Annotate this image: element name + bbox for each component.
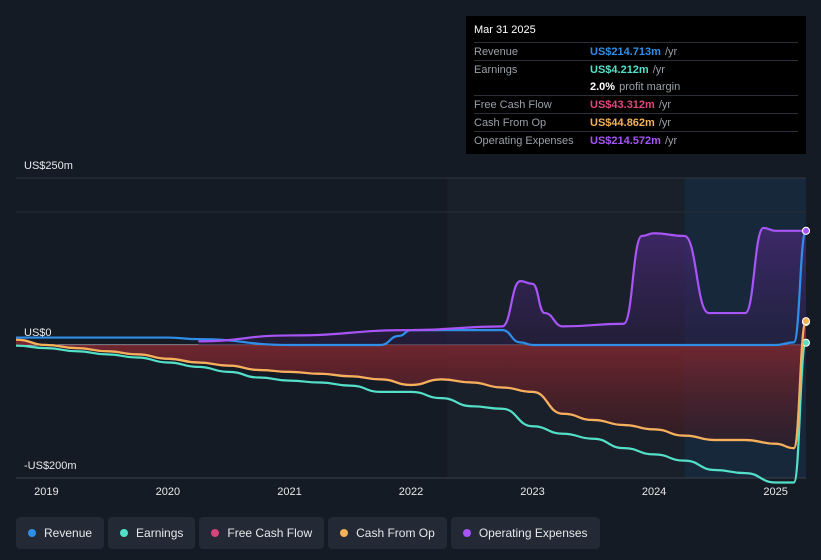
legend-label: Free Cash Flow — [227, 526, 313, 540]
y-axis-zero-label: US$0 — [24, 327, 52, 339]
legend-item-earnings[interactable]: Earnings — [108, 517, 196, 549]
x-tick-label: 2024 — [642, 486, 666, 498]
x-tick-label: 2022 — [399, 486, 423, 498]
legend-dot-icon — [211, 529, 220, 537]
tooltip-row-free-cash-flow: Free Cash Flow US$43.312m /yr — [474, 95, 798, 113]
tooltip-unit: /yr — [664, 45, 678, 58]
tooltip-label: Earnings — [474, 63, 518, 76]
legend-label: Revenue — [44, 526, 93, 540]
x-tick-label: 2019 — [34, 486, 58, 498]
legend-item-operating-expenses[interactable]: Operating Expenses — [450, 517, 600, 549]
x-tick-label: 2020 — [156, 486, 180, 498]
legend-label: Earnings — [136, 526, 184, 540]
chart: 2019 2020 2021 2022 2023 2024 2025 — [15, 177, 810, 498]
tooltip-row-earnings: Earnings US$4.212m /yr — [474, 60, 798, 78]
legend-item-free-cash-flow[interactable]: Free Cash Flow — [199, 517, 325, 549]
tooltip-value: US$43.312m — [590, 98, 655, 111]
tooltip-label: Cash From Op — [474, 116, 547, 129]
tooltip-row-profit-margin: 2.0% profit margin — [474, 78, 798, 95]
tooltip-unit: profit margin — [619, 80, 681, 93]
earnings-line — [15, 341, 808, 484]
tooltip-value: 2.0% — [590, 80, 616, 93]
tooltip-date: Mar 31 2025 — [474, 24, 536, 36]
legend-dot-icon — [28, 529, 36, 537]
operating-expenses-area — [198, 227, 807, 345]
tooltip-value: US$214.713m — [590, 45, 661, 58]
tooltip-unit: /yr — [652, 63, 665, 76]
cash-flow-area — [16, 321, 806, 449]
tooltip-value: US$214.572m — [590, 134, 661, 147]
legend-label: Operating Expenses — [478, 526, 588, 540]
tooltip-value: US$44.862m — [590, 116, 655, 129]
cash-from-op-line — [15, 320, 808, 450]
legend: Revenue Earnings Free Cash Flow Cash Fro… — [16, 517, 600, 550]
y-axis-bottom-label: -US$200m — [24, 460, 77, 472]
legend-item-cash-from-op[interactable]: Cash From Op — [328, 517, 447, 549]
x-tick-label: 2023 — [520, 486, 544, 498]
tooltip-unit: /yr — [658, 98, 672, 111]
legend-dot-icon — [120, 529, 129, 537]
tooltip-row-cash-from-op: Cash From Op US$44.862m /yr — [474, 113, 798, 131]
tooltip-label: Free Cash Flow — [474, 98, 552, 111]
operating-expenses-end-point — [802, 226, 810, 235]
cash-from-op-end-point — [802, 317, 810, 326]
tooltip-row-operating-expenses: Operating Expenses US$214.572m /yr — [474, 131, 798, 149]
tooltip-label: Revenue — [474, 45, 519, 58]
legend-item-revenue[interactable]: Revenue — [16, 517, 105, 549]
legend-label: Cash From Op — [356, 526, 435, 540]
tooltip-label: Operating Expenses — [474, 134, 574, 147]
tooltip-value: US$4.212m — [590, 63, 649, 76]
x-tick-label: 2021 — [277, 486, 301, 498]
tooltip: Mar 31 2025 Revenue US$214.713m /yr Earn… — [466, 16, 806, 154]
revenue-line — [16, 229, 808, 347]
operating-expenses-line — [198, 226, 806, 343]
tooltip-unit: /yr — [658, 116, 672, 129]
tooltip-unit: /yr — [664, 134, 678, 147]
y-axis-top-label: US$250m — [24, 160, 73, 172]
x-tick-label: 2025 — [763, 486, 787, 498]
legend-dot-icon — [340, 529, 349, 537]
tooltip-row-revenue: Revenue US$214.713m /yr — [474, 42, 798, 60]
legend-dot-icon — [462, 529, 471, 537]
